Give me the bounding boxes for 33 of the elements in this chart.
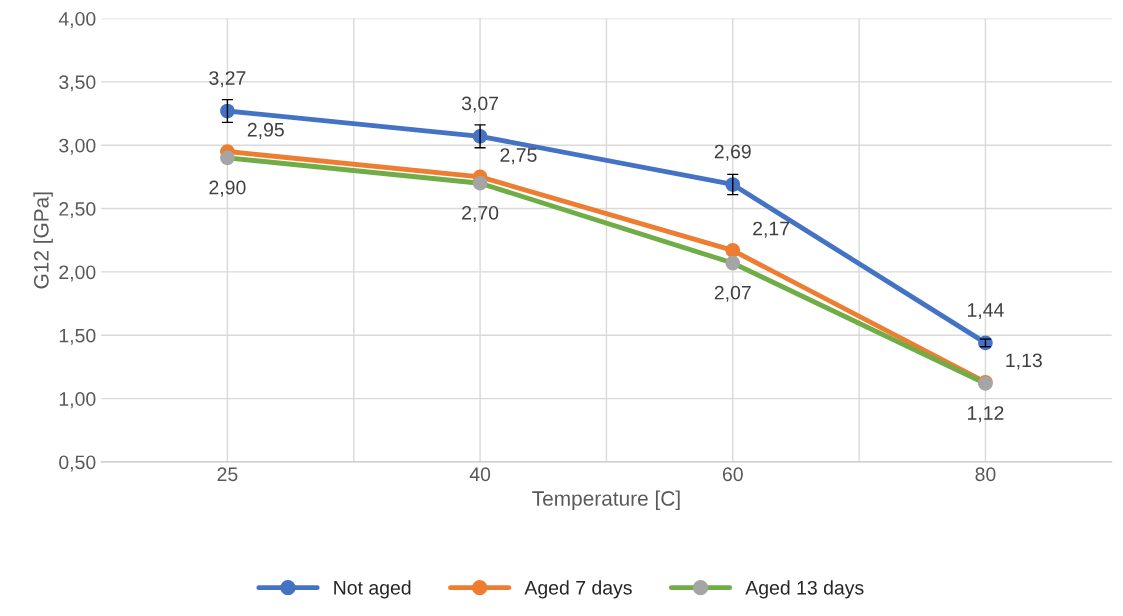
x-tick-label: 60 (722, 467, 743, 482)
data-label: 2,75 (500, 148, 537, 165)
point (725, 243, 741, 258)
data-label: 2,70 (462, 205, 499, 223)
data-label: 2,90 (209, 180, 246, 197)
y-tick-label: 1,00 (59, 392, 96, 409)
data-label: 2,95 (247, 122, 284, 139)
x-tick-label: 25 (217, 467, 238, 482)
data-label: 1,44 (967, 303, 1004, 320)
y-tick-label: 2,00 (59, 265, 96, 282)
data-label: 2,17 (753, 221, 790, 238)
y-axis-title: G12 [GPa] (33, 192, 53, 289)
y-tick-label: 0,50 (59, 455, 96, 472)
x-axis-title: Temperature [C] (532, 490, 680, 510)
point (220, 150, 235, 166)
x-tick-label: 80 (975, 467, 996, 482)
legend-label: Not aged (334, 580, 411, 599)
legend-label: Aged 13 days (745, 580, 864, 599)
data-label: 1,13 (1006, 353, 1042, 370)
data-label: 2,69 (714, 144, 751, 161)
y-tick-label: 1,50 (59, 328, 96, 345)
y-tick-label: 3,00 (59, 138, 96, 155)
data-label: 2,07 (714, 285, 751, 302)
data-label: 3,27 (209, 71, 246, 88)
y-tick-label: 4,00 (58, 11, 96, 29)
point (725, 255, 741, 271)
point (472, 175, 488, 191)
legend-label: Aged 7 days (524, 580, 632, 599)
y-tick-label: 3,50 (59, 75, 96, 92)
x-tick-label: 40 (469, 467, 491, 482)
data-label: 1,12 (967, 406, 1004, 423)
data-label: 3,07 (461, 96, 499, 113)
y-tick-label: 2,50 (59, 202, 96, 219)
